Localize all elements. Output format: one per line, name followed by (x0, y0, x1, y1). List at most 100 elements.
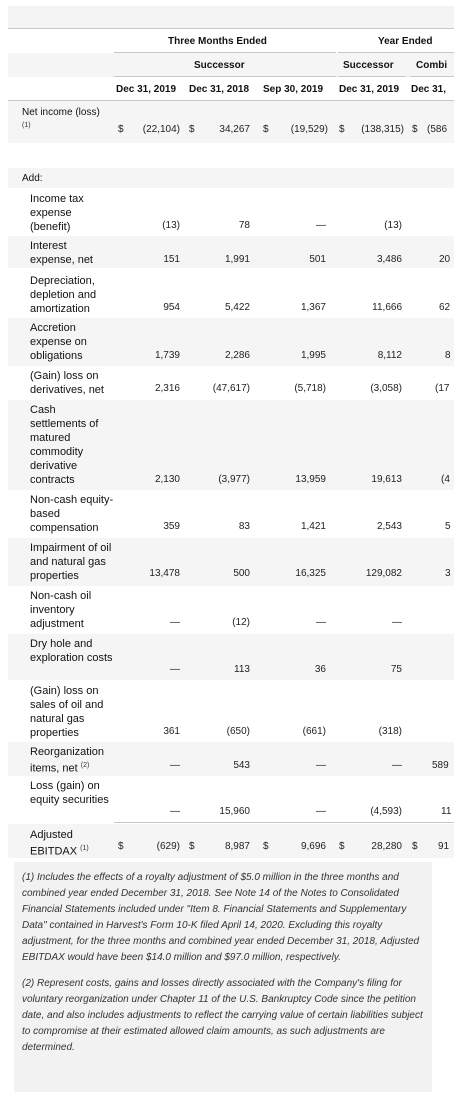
header-underline-successor-1 (114, 76, 336, 77)
adjusted-value: 9,696 (300, 841, 326, 852)
net-income-value: (22,104) (142, 124, 180, 135)
net-income-dollar-3: $ (263, 124, 269, 135)
header-underline-combined (410, 76, 454, 77)
row-label: Reorganization items, net (2) (30, 745, 114, 776)
net-income-dollar-2: $ (189, 124, 195, 135)
col-header-4: Dec 31, 2019 (339, 84, 400, 95)
row-value: 62 (439, 302, 451, 313)
adjusted-value: 91 (438, 841, 450, 852)
row-label: (Gain) loss on derivatives, net (30, 370, 104, 396)
row-value: — (392, 617, 402, 628)
net-income-note: (1) (22, 122, 31, 129)
row-value: 954 (163, 302, 180, 313)
row-value: — (316, 220, 326, 231)
adjusted-label-text: Adjusted EBITDAX (30, 829, 78, 858)
row-value: 15,960 (219, 806, 250, 817)
header-three-months: Three Months Ended (168, 36, 267, 47)
row-value: — (170, 806, 180, 817)
header-year-ended: Year Ended (378, 36, 433, 47)
row-value: — (316, 617, 326, 628)
row-value: 13,959 (295, 474, 326, 485)
row-value: — (170, 760, 180, 771)
header-successor-1: Successor (194, 60, 245, 71)
header-band (8, 53, 454, 77)
net-income-value: (19,529) (290, 124, 328, 135)
header-underline-three-months (114, 52, 336, 53)
col-header-2: Dec 31, 2018 (189, 84, 250, 95)
row-value: 1,739 (154, 350, 180, 361)
header-bottom-line (8, 100, 454, 101)
row-value: 13,478 (149, 568, 180, 579)
adjusted-dollar-2: $ (189, 841, 195, 852)
row-label: (Gain) loss on sales of oil and natural … (30, 685, 104, 739)
row-label: Impairment of oil and natural gas proper… (30, 542, 112, 582)
row-value: 2,130 (154, 474, 180, 485)
total-rule (114, 822, 454, 823)
row-value: 5 (445, 521, 451, 532)
adjusted-note: (1) (80, 845, 89, 852)
adjusted-label: Adjusted EBITDAX (1) (30, 828, 114, 859)
row-value: 3,486 (376, 254, 402, 265)
adjusted-value: (629) (156, 841, 180, 852)
adjusted-dollar-3: $ (263, 841, 269, 852)
row-label: Income tax expense (benefit) (30, 193, 84, 233)
row-value: 2,543 (376, 521, 402, 532)
adjusted-value: 28,280 (371, 841, 402, 852)
row-value: (5,718) (294, 383, 326, 394)
adjusted-band (8, 824, 454, 858)
row-value: 501 (309, 254, 326, 265)
row-label: Non-cash equity-based compensation (30, 494, 114, 534)
row-value: (318) (378, 726, 402, 737)
net-income-dollar-4: $ (339, 124, 345, 135)
row-value: 8 (445, 350, 451, 361)
reorganization-note: (2) (80, 762, 90, 769)
row-value: 83 (238, 521, 250, 532)
row-value: 129,082 (365, 568, 402, 579)
row-value: 1,367 (300, 302, 326, 313)
header-successor-2: Successor (343, 60, 394, 71)
row-band (8, 634, 454, 680)
row-value: 589 (432, 760, 449, 771)
row-value: 11 (441, 806, 452, 817)
row-value: 1,421 (300, 521, 326, 532)
row-band (8, 236, 454, 268)
row-value: 16,325 (295, 568, 326, 579)
row-value: (650) (226, 726, 250, 737)
row-value: — (316, 760, 326, 771)
net-income-value: (586 (427, 124, 448, 135)
row-value: 36 (314, 664, 326, 675)
row-value: (3,977) (218, 474, 250, 485)
row-value: (13) (162, 220, 180, 231)
footnote-1: (1) Includes the effects of a royalty ad… (22, 872, 420, 963)
row-value: 20 (439, 254, 451, 265)
row-label: Depreciation, depletion and amortization (30, 275, 97, 315)
row-value: (13) (384, 220, 402, 231)
row-label: Dry hole and exploration costs (30, 638, 113, 664)
row-value: (17 (435, 383, 450, 394)
row-band (8, 538, 454, 586)
row-value: (4,593) (370, 806, 402, 817)
row-label: Loss (gain) on equity securities (30, 780, 109, 806)
net-income-label-text: Net income (loss) (22, 107, 100, 118)
row-band (8, 742, 454, 776)
row-value: 11,666 (372, 302, 402, 313)
net-income-value: (138,315) (361, 124, 404, 135)
net-income-label: Net income (loss) (1) (22, 106, 100, 135)
row-value: 5,422 (224, 302, 250, 313)
adjusted-dollar-4: $ (339, 841, 345, 852)
row-value: 2,286 (224, 350, 250, 361)
row-band (8, 400, 454, 490)
header-combined: Combi (416, 60, 448, 71)
reorganization-label-text: Reorganization items, net (30, 746, 104, 775)
row-value: 151 (163, 254, 180, 265)
adjusted-dollar-1: $ (118, 841, 124, 852)
row-value: 75 (390, 664, 402, 675)
add-label: Add: (22, 173, 43, 184)
row-value: 113 (234, 664, 250, 675)
row-value: — (170, 617, 180, 628)
row-value: (661) (302, 726, 326, 737)
row-value: (4 (441, 474, 450, 485)
row-value: — (392, 760, 402, 771)
net-income-dollar-5: $ (412, 124, 418, 135)
row-value: 361 (163, 726, 180, 737)
